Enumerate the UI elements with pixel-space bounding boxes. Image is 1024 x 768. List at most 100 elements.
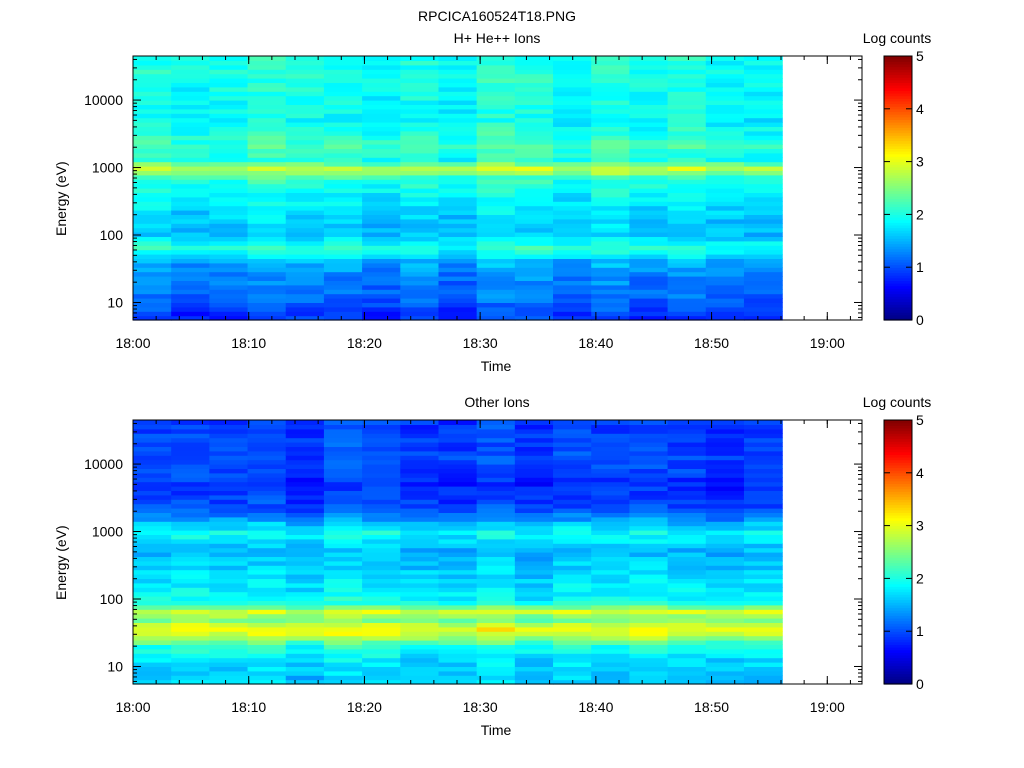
heatmap-cell	[285, 459, 325, 465]
colorbar-step	[884, 522, 912, 527]
heatmap-cell	[362, 481, 401, 487]
heatmap-cell	[514, 604, 554, 610]
heatmap-cell	[209, 91, 249, 97]
colorbar-step	[884, 63, 912, 68]
heatmap-cell	[514, 464, 554, 469]
heatmap-cell	[171, 218, 210, 224]
heatmap-cell	[667, 174, 707, 180]
heatmap-cell	[743, 69, 783, 75]
heatmap-cell	[667, 477, 707, 483]
heatmap-cell	[743, 86, 783, 92]
heatmap-cell	[514, 174, 554, 180]
heatmap-cell	[476, 298, 516, 303]
heatmap-cell	[629, 622, 669, 628]
heatmap-cell	[171, 534, 210, 540]
heatmap-cell	[247, 508, 287, 513]
heatmap-cell	[171, 450, 210, 456]
heatmap-cell	[743, 675, 783, 681]
heatmap-cell	[438, 516, 478, 522]
heatmap-cell	[285, 653, 325, 659]
heatmap-cell	[247, 420, 287, 425]
heatmap-cell	[285, 596, 325, 601]
heatmap-cell	[209, 139, 249, 145]
heatmap-cell	[209, 254, 249, 259]
colorbar-step	[884, 90, 912, 94]
colorbar-step	[884, 673, 912, 677]
heatmap-cell	[667, 161, 707, 167]
colorbar-step	[884, 74, 912, 78]
heatmap-cell	[514, 56, 554, 61]
heatmap-cell	[743, 512, 783, 518]
heatmap-cell	[323, 640, 363, 645]
heatmap-cell	[133, 311, 172, 317]
heatmap-cell	[553, 578, 592, 584]
colorbar-tick-label: 4	[916, 465, 924, 481]
colorbar-step	[884, 528, 912, 532]
heatmap-cell	[323, 464, 363, 469]
heatmap-cell	[629, 556, 669, 562]
heatmap-cell	[667, 552, 707, 557]
heatmap-cell	[629, 117, 669, 123]
heatmap-cell	[476, 157, 516, 163]
heatmap-cell	[629, 144, 669, 149]
heatmap-cell	[514, 78, 554, 83]
heatmap-cell	[705, 280, 745, 286]
heatmap-cell	[209, 82, 249, 88]
heatmap-cell	[171, 428, 210, 434]
heatmap-cell	[438, 508, 478, 513]
heatmap-cell	[323, 122, 363, 127]
heatmap-cell	[743, 280, 783, 286]
heatmap-cell	[285, 437, 325, 443]
heatmap-cell	[438, 223, 478, 229]
colorbar-step	[884, 422, 912, 426]
heatmap-cell	[285, 503, 325, 509]
heatmap-cell	[247, 240, 287, 246]
heatmap-cell	[667, 574, 707, 579]
heatmap-cell	[285, 78, 325, 83]
heatmap-cell	[323, 311, 363, 317]
heatmap-cell	[285, 73, 325, 79]
heatmap-cell	[591, 64, 631, 70]
colorbar-step	[884, 87, 912, 91]
heatmap-cell	[743, 64, 783, 70]
heatmap-cell	[591, 560, 631, 566]
heatmap-cell	[247, 130, 287, 136]
colorbar-step	[884, 306, 912, 311]
panel-2-heatmap	[133, 420, 783, 685]
heatmap-cell	[209, 556, 249, 562]
heatmap-cell	[400, 499, 440, 505]
colorbar-step	[884, 301, 912, 305]
heatmap-cell	[323, 240, 363, 246]
heatmap-cell	[171, 91, 210, 97]
heatmap-cell	[553, 86, 592, 92]
heatmap-cell	[591, 60, 631, 66]
heatmap-cell	[667, 442, 707, 447]
heatmap-cell	[667, 450, 707, 456]
heatmap-cell	[362, 578, 401, 584]
heatmap-cell	[476, 267, 516, 273]
heatmap-cell	[667, 117, 707, 123]
heatmap-cell	[209, 648, 249, 654]
heatmap-cell	[323, 302, 363, 308]
heatmap-cell	[667, 130, 707, 136]
heatmap-cell	[438, 503, 478, 509]
heatmap-cell	[591, 104, 631, 110]
heatmap-cell	[400, 670, 440, 676]
colorbar-step	[884, 591, 912, 595]
heatmap-cell	[285, 455, 325, 461]
heatmap-cell	[553, 433, 592, 439]
heatmap-cell	[323, 214, 363, 220]
heatmap-cell	[476, 122, 516, 127]
heatmap-cell	[285, 196, 325, 202]
heatmap-cell	[247, 472, 287, 478]
heatmap-cell	[743, 578, 783, 584]
heatmap-cell	[476, 494, 516, 500]
heatmap-cell	[171, 245, 210, 251]
colorbar-step	[884, 116, 912, 120]
heatmap-cell	[476, 547, 516, 553]
heatmap-cell	[323, 271, 363, 277]
heatmap-cell	[171, 464, 210, 469]
heatmap-cell	[743, 560, 783, 566]
heatmap-cell	[591, 490, 631, 496]
heatmap-cell	[133, 600, 172, 606]
